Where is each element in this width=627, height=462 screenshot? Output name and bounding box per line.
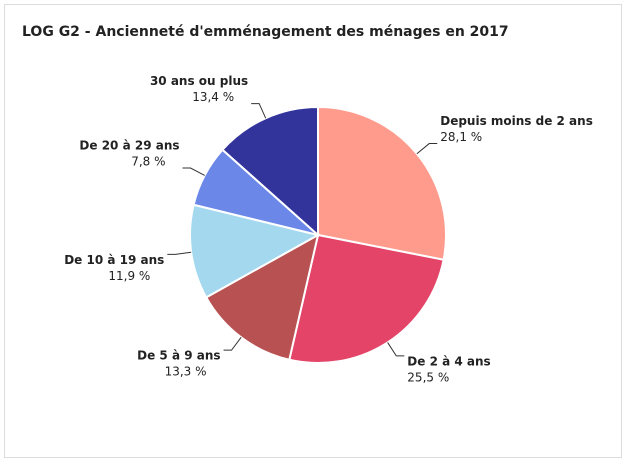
slice-name: De 5 à 9 ans bbox=[137, 349, 220, 363]
leader-line bbox=[387, 342, 405, 357]
slice-value: 13,4 % bbox=[192, 90, 234, 104]
slice-name: De 2 à 4 ans bbox=[407, 354, 490, 368]
pie-slice bbox=[204, 233, 320, 361]
leader-line bbox=[223, 337, 242, 351]
leader-line bbox=[182, 167, 205, 176]
slice-value: 28,1 % bbox=[440, 130, 482, 144]
slice-name: 30 ans ou plus bbox=[150, 74, 248, 88]
slice-value: 13,3 % bbox=[165, 365, 207, 379]
pie-slice bbox=[288, 233, 445, 364]
slice-name: De 20 à 29 ans bbox=[79, 139, 179, 153]
leader-line bbox=[167, 251, 192, 255]
chart-title: LOG G2 - Ancienneté d'emménagement des m… bbox=[22, 24, 509, 40]
slice-name: De 10 à 19 ans bbox=[64, 253, 164, 267]
slice-name: Depuis moins de 2 ans bbox=[440, 114, 593, 128]
leader-line bbox=[251, 103, 267, 119]
slice-value: 7,8 % bbox=[131, 155, 165, 169]
leader-line bbox=[416, 143, 438, 155]
slice-value: 25,5 % bbox=[407, 370, 449, 384]
pie-slice bbox=[221, 105, 319, 238]
slice-value: 11,9 % bbox=[108, 269, 150, 283]
